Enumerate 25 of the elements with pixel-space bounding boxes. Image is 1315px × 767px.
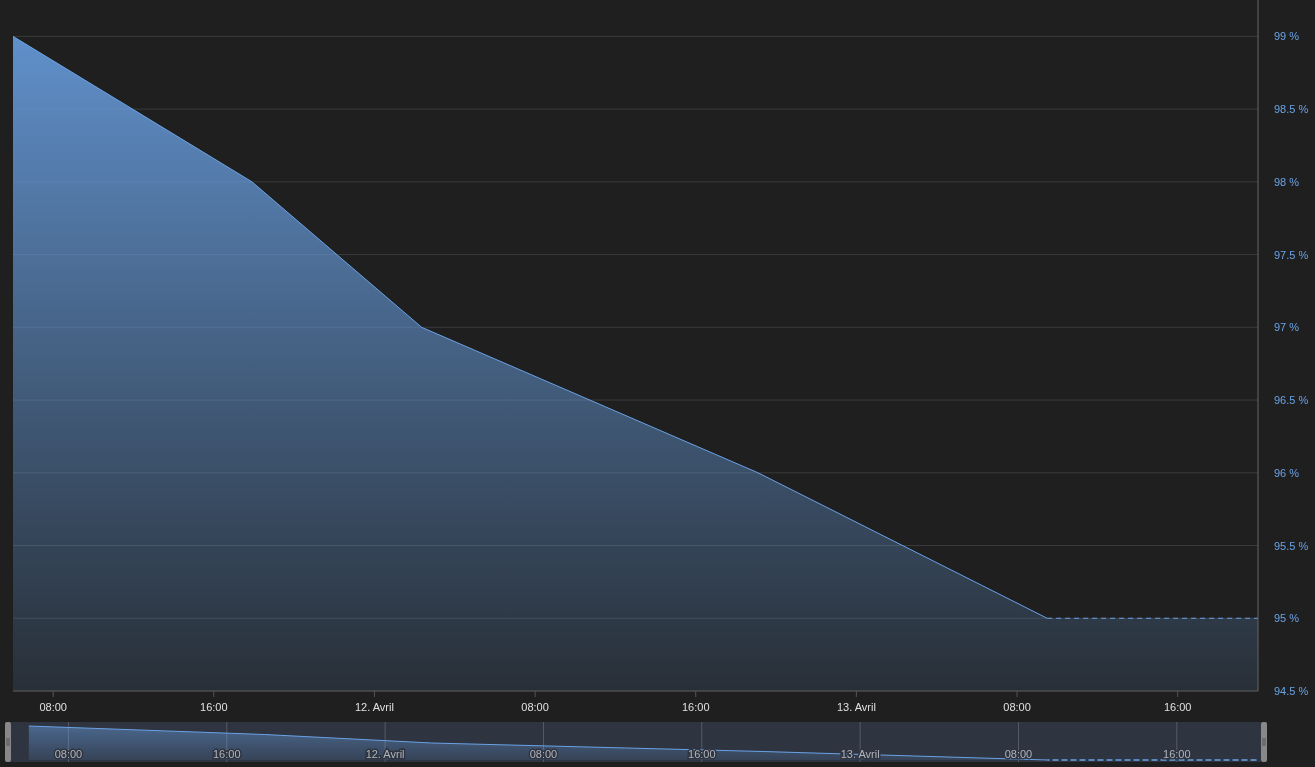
y-tick-label: 96 % xyxy=(1274,466,1300,479)
y-tick-label: 98.5 % xyxy=(1274,103,1309,116)
x-tick-label: 16:00 xyxy=(1163,748,1191,760)
x-tick-label: 08:00 xyxy=(39,701,67,713)
y-tick-label: 94.5 % xyxy=(1274,685,1309,697)
y-tick-label: 99 % xyxy=(1274,30,1300,43)
x-tick-label: 12. Avril xyxy=(354,701,394,713)
y-tick-label: 95.5 % xyxy=(1274,539,1309,552)
x-tick-label: 08:00 xyxy=(54,748,83,760)
y-tick-label: 96.5 % xyxy=(1274,394,1309,407)
y-tick-label: 95 % xyxy=(1274,612,1300,625)
x-tick-label: 16:00 xyxy=(1163,701,1192,713)
x-tick-label: 16:00 xyxy=(200,701,228,713)
x-tick-label: 16:00 xyxy=(213,748,241,760)
y-tick-label: 97.5 % xyxy=(1274,248,1309,261)
x-tick-label: 08:00 xyxy=(1004,748,1033,760)
x-tick-label: 08:00 xyxy=(529,748,558,760)
y-tick-label: 97 % xyxy=(1274,321,1300,334)
x-tick-label: 13. Avril xyxy=(836,701,876,713)
y-tick-label: 98 % xyxy=(1274,175,1300,188)
x-tick-label: 08:00 xyxy=(1003,701,1031,713)
x-tick-label: 08:00 xyxy=(521,701,549,713)
x-tick-label: 16:00 xyxy=(688,748,716,760)
x-tick-label: 12. Avril xyxy=(365,748,405,760)
x-tick-label: 16:00 xyxy=(681,701,710,713)
